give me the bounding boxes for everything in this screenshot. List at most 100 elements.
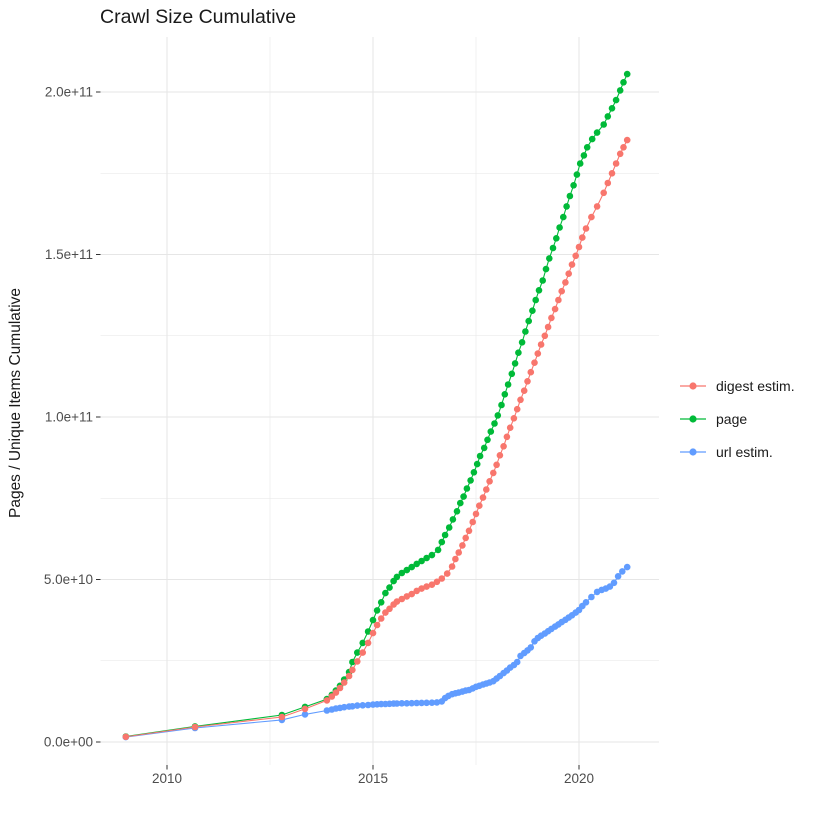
data-point: [539, 277, 546, 284]
data-point: [522, 328, 529, 335]
data-point: [423, 554, 430, 562]
data-point: [612, 160, 620, 167]
data-point: [349, 658, 356, 666]
data-point: [604, 113, 612, 120]
data-point: [301, 705, 309, 713]
data-point: [515, 349, 522, 357]
data-point: [565, 270, 572, 278]
data-point: [610, 579, 618, 587]
data-point: [508, 370, 516, 378]
gridlines-minor: [100, 37, 659, 765]
data-point: [418, 699, 425, 707]
data-point: [496, 452, 504, 459]
data-point: [558, 287, 565, 295]
data-point: [448, 563, 456, 570]
data-point: [278, 713, 286, 721]
data-point: [323, 697, 331, 704]
data-point: [483, 486, 490, 493]
data-point: [614, 573, 622, 580]
x-tick-label-2020: 2020: [564, 771, 594, 786]
data-point: [593, 129, 601, 136]
x-tick-label-2015: 2015: [358, 771, 388, 786]
data-point: [476, 502, 483, 510]
y-tick-label-1.0e+11: 1.0e+11: [45, 410, 93, 425]
data-point: [354, 702, 361, 709]
legend-label-page: page: [716, 411, 748, 427]
legend-item-url-estim: url estim.: [679, 441, 795, 463]
data-point: [465, 527, 473, 535]
data-point: [428, 551, 436, 559]
data-point: [588, 593, 595, 601]
data-point: [503, 433, 511, 441]
data-point: [548, 314, 555, 322]
data-point: [570, 182, 577, 189]
data-point: [608, 105, 616, 112]
data-point: [583, 144, 591, 151]
data-point: [403, 566, 411, 574]
data-point: [582, 225, 590, 232]
data-point: [354, 658, 361, 665]
legend-key-digest-estim: [680, 382, 706, 390]
data-point: [484, 436, 491, 444]
data-point: [479, 494, 487, 501]
legend-label-digest-estim: digest estim.: [716, 378, 795, 394]
data-point: [423, 583, 430, 590]
data-point: [527, 644, 535, 651]
data-point: [573, 171, 581, 178]
data-point: [340, 703, 348, 711]
data-point: [328, 693, 336, 700]
legend-item-page: page: [679, 408, 795, 430]
data-point: [490, 469, 497, 477]
data-point: [513, 658, 521, 666]
y-tick-label-5.0e+10: 5.0e+10: [44, 572, 93, 587]
data-point: [600, 189, 607, 197]
data-point: [359, 649, 367, 656]
data-point: [398, 595, 406, 603]
data-point: [588, 213, 595, 221]
data-point: [619, 568, 626, 575]
data-point: [413, 699, 421, 707]
data-point: [541, 332, 549, 340]
data-point: [593, 203, 601, 210]
data-point: [469, 518, 477, 526]
data-point: [527, 368, 535, 376]
data-point: [434, 546, 442, 554]
data-point: [562, 279, 569, 286]
data-point: [463, 485, 471, 492]
data-point: [553, 235, 560, 242]
data-point: [491, 420, 498, 427]
data-point: [364, 701, 372, 709]
data-point: [377, 599, 385, 606]
legend-key-point: [689, 448, 697, 456]
data-point: [532, 296, 539, 304]
data-point: [511, 360, 519, 367]
data-point: [493, 461, 500, 469]
data-point: [459, 542, 466, 549]
data-point: [513, 405, 521, 413]
data-point: [449, 516, 457, 523]
data-point: [604, 179, 612, 187]
data-point: [498, 401, 505, 409]
data-point: [612, 96, 620, 104]
data-point: [403, 700, 411, 707]
data-point: [525, 317, 532, 325]
data-point: [438, 538, 446, 546]
y-tick-label-0.0e+00: 0.0e+00: [44, 735, 93, 750]
data-point: [122, 733, 130, 741]
data-point: [460, 493, 467, 500]
data-point: [542, 265, 550, 273]
data-point: [623, 136, 631, 144]
data-point: [373, 607, 381, 614]
data-point: [413, 560, 421, 568]
data-series-layer: [122, 70, 631, 741]
data-point: [377, 615, 385, 622]
data-point: [620, 144, 627, 151]
data-point: [428, 699, 436, 706]
data-point: [544, 323, 552, 331]
data-point: [359, 702, 367, 709]
data-point: [563, 203, 570, 210]
y-tick-label-2.0e+11: 2.0e+11: [45, 85, 93, 100]
axis-ticks: [96, 91, 580, 770]
data-point: [438, 575, 446, 582]
